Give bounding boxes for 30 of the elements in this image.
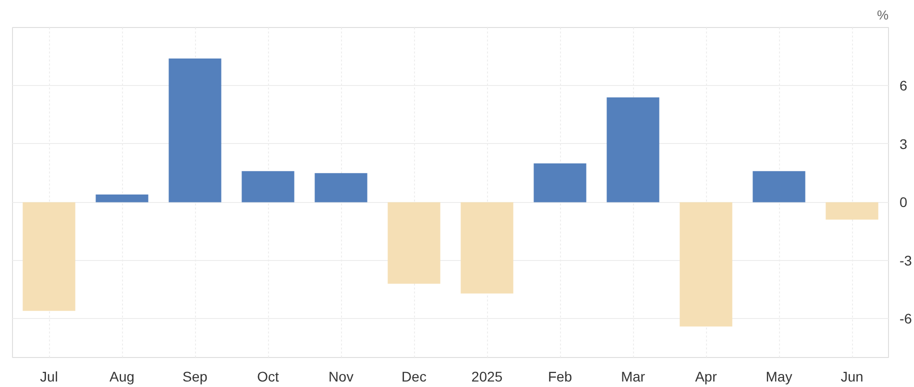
- bar: [460, 202, 514, 294]
- x-tick-label: Feb: [548, 368, 572, 384]
- x-tick-label: Sep: [182, 368, 208, 384]
- bar: [242, 171, 294, 202]
- x-tick-label: Oct: [257, 368, 279, 384]
- x-tick-label: 2025: [471, 368, 503, 384]
- bar: [22, 202, 76, 311]
- bar: [96, 194, 148, 202]
- bar: [314, 173, 368, 202]
- y-tick-label: -6: [900, 310, 912, 327]
- bar: [826, 202, 878, 220]
- x-tick-label: Jun: [840, 368, 864, 384]
- x-tick-label: Aug: [110, 368, 134, 384]
- bar: [606, 97, 660, 202]
- x-tick-label: Jul: [40, 368, 58, 384]
- y-tick-label: 6: [900, 78, 908, 94]
- y-tick-label: -3: [900, 252, 912, 268]
- y-tick-label: 3: [900, 136, 908, 152]
- bar: [680, 202, 732, 326]
- y-tick-label: 0: [900, 194, 908, 210]
- x-tick-label: May: [766, 368, 792, 384]
- bar: [534, 163, 586, 202]
- bar: [168, 58, 222, 202]
- y-axis-title: %: [876, 8, 889, 22]
- x-tick-label: Dec: [402, 368, 426, 384]
- bar: [388, 202, 440, 284]
- x-tick-label: Nov: [328, 368, 354, 384]
- x-tick-label: Mar: [620, 368, 646, 384]
- x-tick-label: Apr: [695, 368, 718, 384]
- bar: [752, 171, 806, 202]
